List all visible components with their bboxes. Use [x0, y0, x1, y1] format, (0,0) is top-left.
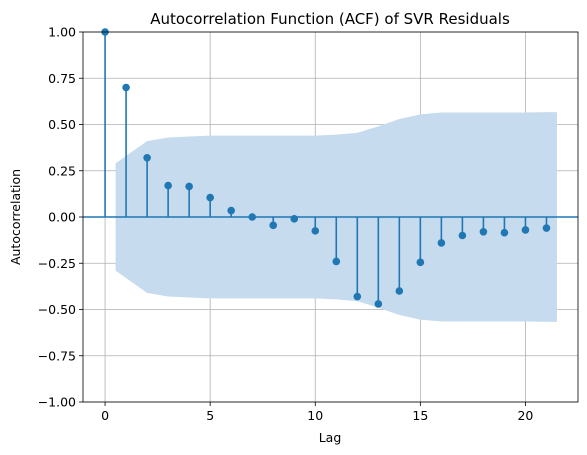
acf-point: [122, 83, 130, 92]
acf-point: [437, 239, 446, 247]
x-axis-label: Lag: [319, 430, 342, 445]
acf-point: [458, 231, 467, 240]
y-ticks: −1.00 −0.75 −0.50 −0.25 0.00 0.25 0.50 0.75 1.00: [38, 25, 83, 410]
acf-point: [248, 213, 257, 221]
y-tick-label: −0.75: [38, 348, 76, 363]
y-tick-label: 0.75: [48, 71, 76, 86]
y-tick-label: −0.25: [38, 256, 76, 271]
acf-point: [269, 221, 278, 230]
x-tick-label: 5: [206, 408, 214, 423]
x-tick-label: 10: [307, 408, 323, 423]
x-ticks: 0 5 10 15 20: [101, 402, 533, 423]
acf-point: [227, 206, 235, 215]
y-tick-label: 0.50: [48, 117, 76, 132]
acf-point: [311, 227, 320, 235]
chart-title: Autocorrelation Function (ACF) of SVR Re…: [150, 10, 510, 28]
acf-point: [395, 287, 404, 295]
acf-point: [542, 224, 551, 232]
acf-point: [500, 228, 509, 237]
y-tick-label: 0.25: [48, 163, 76, 178]
acf-point: [206, 193, 214, 202]
acf-point: [290, 215, 299, 223]
y-axis-label: Autocorrelation: [8, 169, 23, 265]
acf-point: [479, 228, 488, 236]
acf-point: [143, 154, 151, 162]
y-tick-label: −0.50: [38, 302, 76, 317]
y-tick-label: −1.00: [38, 395, 76, 410]
acf-point: [353, 292, 362, 301]
acf-point: [164, 181, 172, 190]
acf-point: [374, 300, 383, 308]
x-tick-label: 15: [412, 408, 428, 423]
x-tick-label: 0: [101, 408, 109, 423]
y-tick-label: 0.00: [48, 210, 76, 225]
y-tick-label: 1.00: [48, 25, 76, 40]
acf-point: [416, 258, 425, 267]
acf-point: [185, 182, 193, 191]
x-tick-label: 20: [517, 408, 533, 423]
acf-point: [521, 226, 530, 234]
acf-point: [332, 257, 341, 266]
